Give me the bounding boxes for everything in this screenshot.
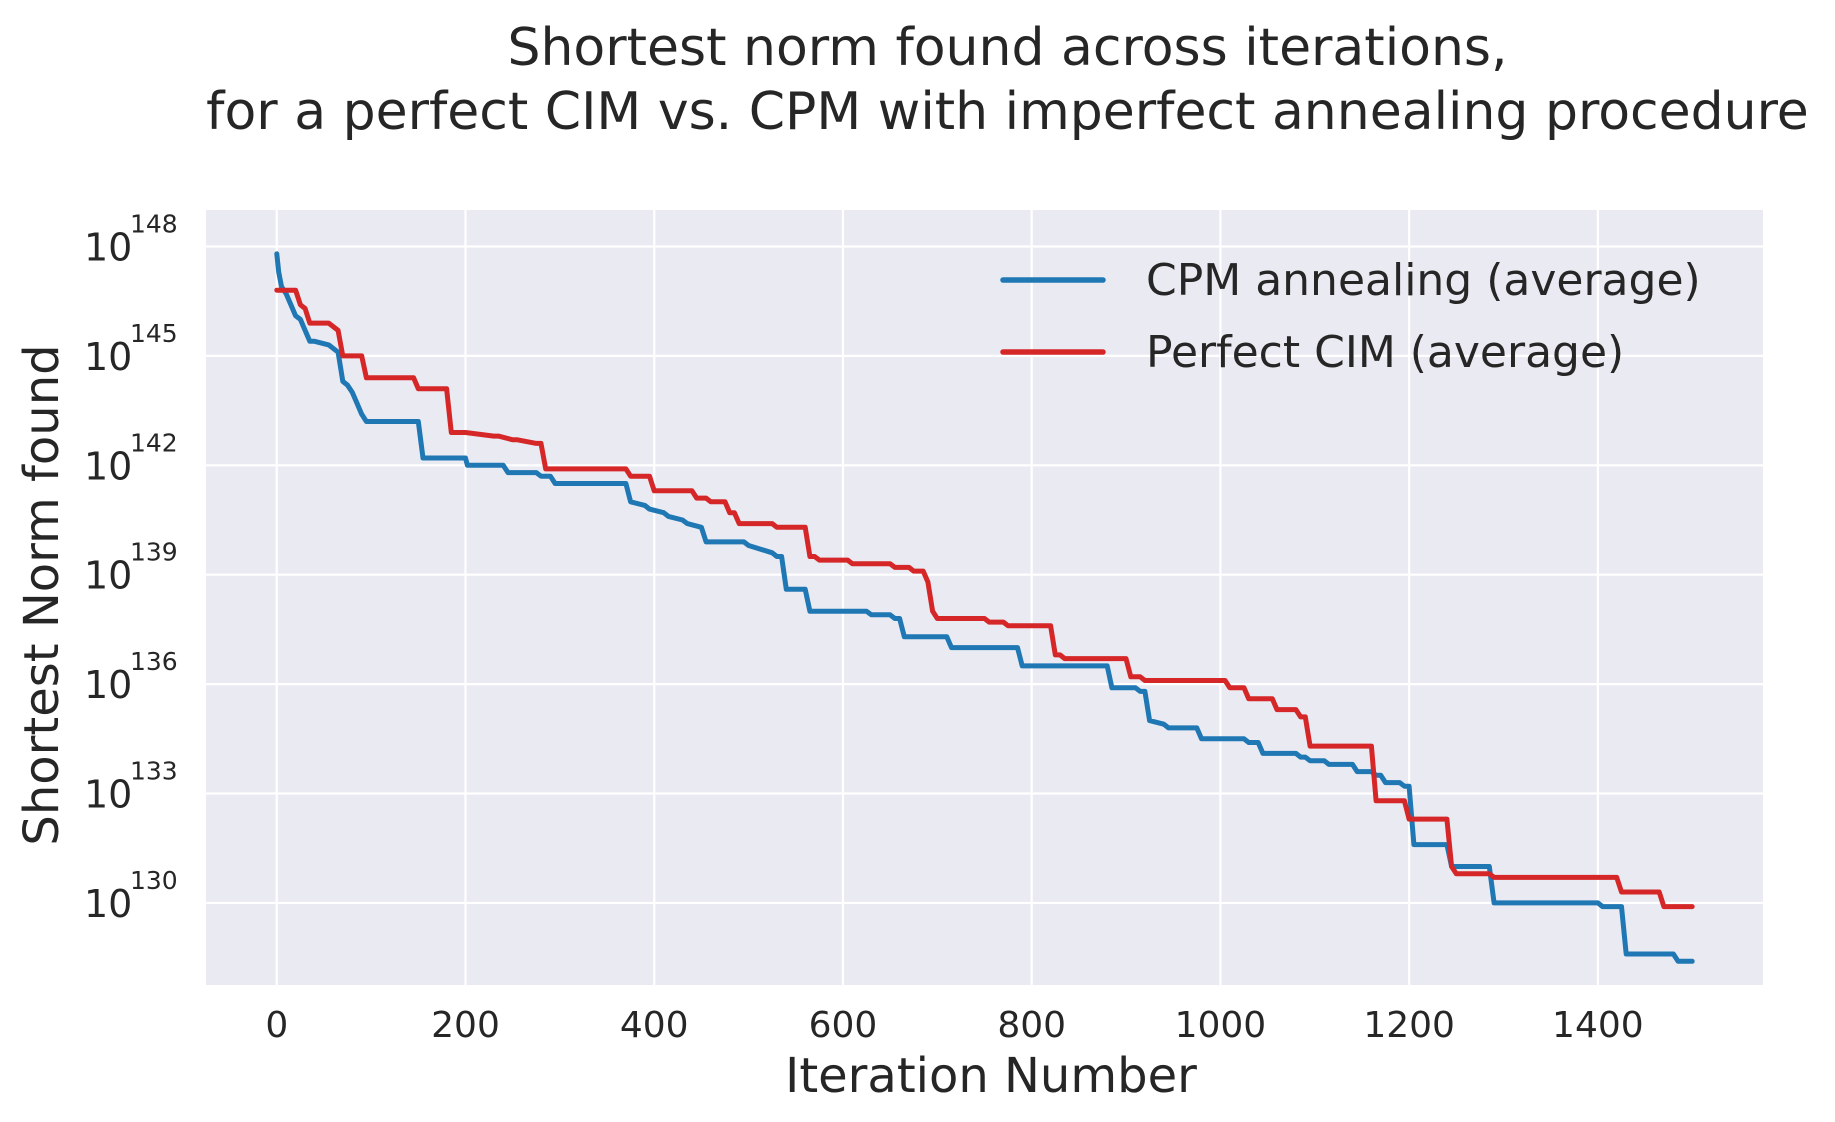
x-axis-label: Iteration Number (785, 1048, 1197, 1104)
y-tick-exponent: 139 (130, 538, 178, 567)
x-tick-label: 200 (431, 1005, 500, 1046)
y-tick-base: 10 (84, 663, 132, 707)
y-tick-exponent: 133 (130, 757, 178, 786)
y-axis-label: Shortest Norm found (14, 344, 70, 846)
x-axis-ticks: 0 200 400 600 800 1000 1200 1400 (265, 1005, 1643, 1046)
y-tick-base: 10 (84, 335, 132, 379)
y-tick-exponent: 145 (130, 319, 178, 348)
y-tick-exponent: 136 (130, 647, 178, 676)
y-tick-exponent: 148 (130, 209, 178, 238)
x-tick-label: 800 (997, 1005, 1066, 1046)
series-layer (274, 251, 1695, 964)
x-tick-label: 600 (809, 1005, 878, 1046)
x-tick-label: 1200 (1363, 1005, 1455, 1046)
series-line-cpm-annealing (274, 251, 1695, 964)
x-tick-label: 0 (265, 1005, 288, 1046)
y-tick-exponent: 142 (130, 428, 178, 457)
legend-label-cpm-annealing: CPM annealing (average) (1146, 255, 1701, 306)
series-line-perfect-cim (274, 287, 1695, 910)
y-tick-base: 10 (84, 554, 132, 598)
y-tick-base: 10 (84, 225, 132, 269)
x-tick-label: 1400 (1552, 1005, 1644, 1046)
x-tick-label: 1000 (1175, 1005, 1267, 1046)
x-tick-label: 400 (620, 1005, 689, 1046)
chart-title-line-2: for a perfect CIM vs. CPM with imperfect… (206, 82, 1809, 142)
y-tick-base: 10 (84, 773, 132, 817)
grid-lines (206, 210, 1763, 985)
legend-label-perfect-cim: Perfect CIM (average) (1146, 327, 1624, 378)
y-tick-exponent: 130 (130, 866, 178, 895)
chart-title-line-1: Shortest norm found across iterations, (507, 18, 1508, 78)
legend: CPM annealing (average) Perfect CIM (aver… (1000, 255, 1701, 378)
y-tick-base: 10 (84, 882, 132, 926)
y-tick-base: 10 (84, 444, 132, 488)
